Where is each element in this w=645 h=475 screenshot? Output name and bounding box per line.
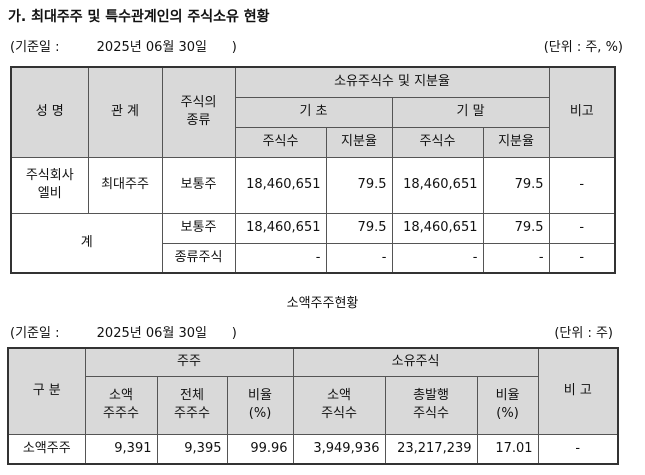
end-shares: - bbox=[391, 242, 484, 274]
table-row: 주식회사 엘비 최대주주 보통주 18,460,651 79.5 18,460,6… bbox=[10, 156, 616, 214]
note: - bbox=[548, 156, 616, 214]
header-beginning: 기 초 bbox=[234, 96, 393, 128]
note: - bbox=[548, 242, 616, 274]
total-holders: 9,395 bbox=[156, 433, 228, 465]
stock-type: 보통주 bbox=[161, 212, 236, 244]
table-row: 소액주주 9,391 9,395 99.96 3,949,936 23,217,… bbox=[7, 433, 619, 465]
header-stock-type: 주식의 종류 bbox=[161, 66, 236, 158]
minority-shareholder-table: 구 분 주주 소유주식 비 고 소액 주주수 전체 주주수 비율 (%) 소액 주식수 … bbox=[7, 347, 620, 465]
header-relation: 관 계 bbox=[87, 66, 163, 158]
minor-shares: 3,949,936 bbox=[292, 433, 386, 465]
header-owned-stock: 소유주식 bbox=[292, 347, 539, 377]
minor-holders: 9,391 bbox=[84, 433, 158, 465]
table-row: 계 보통주 18,460,651 79.5 18,460,651 79.5 - bbox=[10, 212, 616, 274]
header-begin-ratio: 지분율 bbox=[325, 126, 393, 158]
major-shareholder-table: 성 명 관 계 주식의 종류 소유주식수 및 지분율 비고 기 초 기 말 주식수… bbox=[10, 66, 617, 274]
stock-type: 종류주식 bbox=[161, 242, 236, 274]
begin-shares: 18,460,651 bbox=[234, 212, 327, 244]
note: - bbox=[548, 212, 616, 244]
category: 소액주주 bbox=[7, 433, 86, 465]
t2-unit: (단위 : 주) bbox=[554, 326, 613, 341]
end-shares: 18,460,651 bbox=[391, 212, 484, 244]
header-minor-shares: 소액 주식수 bbox=[292, 375, 386, 435]
header-total-issued: 총발행 주식수 bbox=[384, 375, 478, 435]
begin-ratio: 79.5 bbox=[325, 212, 393, 244]
header-note: 비 고 bbox=[537, 347, 619, 435]
begin-ratio: 79.5 bbox=[325, 156, 393, 214]
end-ratio: - bbox=[482, 242, 550, 274]
begin-shares: - bbox=[234, 242, 327, 274]
header-minor-holders: 소액 주주수 bbox=[84, 375, 158, 435]
t1-unit: (단위 : 주, %) bbox=[543, 40, 623, 55]
header-end-ratio: 지분율 bbox=[482, 126, 550, 158]
end-ratio: 79.5 bbox=[482, 156, 550, 214]
share-ratio: 17.01 bbox=[476, 433, 539, 465]
begin-ratio: - bbox=[325, 242, 393, 274]
header-begin-shares: 주식수 bbox=[234, 126, 327, 158]
header-holdings: 소유주식수 및 지분율 bbox=[234, 66, 550, 98]
shareholder-name: 주식회사 엘비 bbox=[10, 156, 89, 214]
t1-base-date: (기준일 : 2025년 06월 30일 ) bbox=[10, 40, 237, 55]
header-total-holders: 전체 주주수 bbox=[156, 375, 228, 435]
shareholder-relation: 최대주주 bbox=[87, 156, 163, 214]
header-ending: 기 말 bbox=[391, 96, 550, 128]
table-row: 종류주식 - - - - - bbox=[11, 242, 616, 274]
begin-shares: 18,460,651 bbox=[234, 156, 327, 214]
end-ratio: 79.5 bbox=[482, 212, 550, 244]
header-category: 구 분 bbox=[7, 347, 86, 435]
t2-base-date: (기준일 : 2025년 06월 30일 ) bbox=[10, 326, 237, 341]
stock-type: 보통주 bbox=[161, 156, 236, 214]
header-holder-ratio: 비율 (%) bbox=[226, 375, 294, 435]
note: - bbox=[537, 433, 619, 465]
header-share-ratio: 비율 (%) bbox=[476, 375, 539, 435]
header-name: 성 명 bbox=[10, 66, 89, 158]
total-issued: 23,217,239 bbox=[384, 433, 478, 465]
total-label: 계 bbox=[10, 212, 163, 274]
header-shareholders: 주주 bbox=[84, 347, 294, 377]
header-note: 비고 bbox=[548, 66, 616, 158]
header-end-shares: 주식수 bbox=[391, 126, 484, 158]
section-heading: 가. 최대주주 및 특수관계인의 주식소유 현황 bbox=[8, 9, 270, 25]
holder-ratio: 99.96 bbox=[226, 433, 294, 465]
minority-title: 소액주주현황 bbox=[286, 296, 359, 311]
end-shares: 18,460,651 bbox=[391, 156, 484, 214]
